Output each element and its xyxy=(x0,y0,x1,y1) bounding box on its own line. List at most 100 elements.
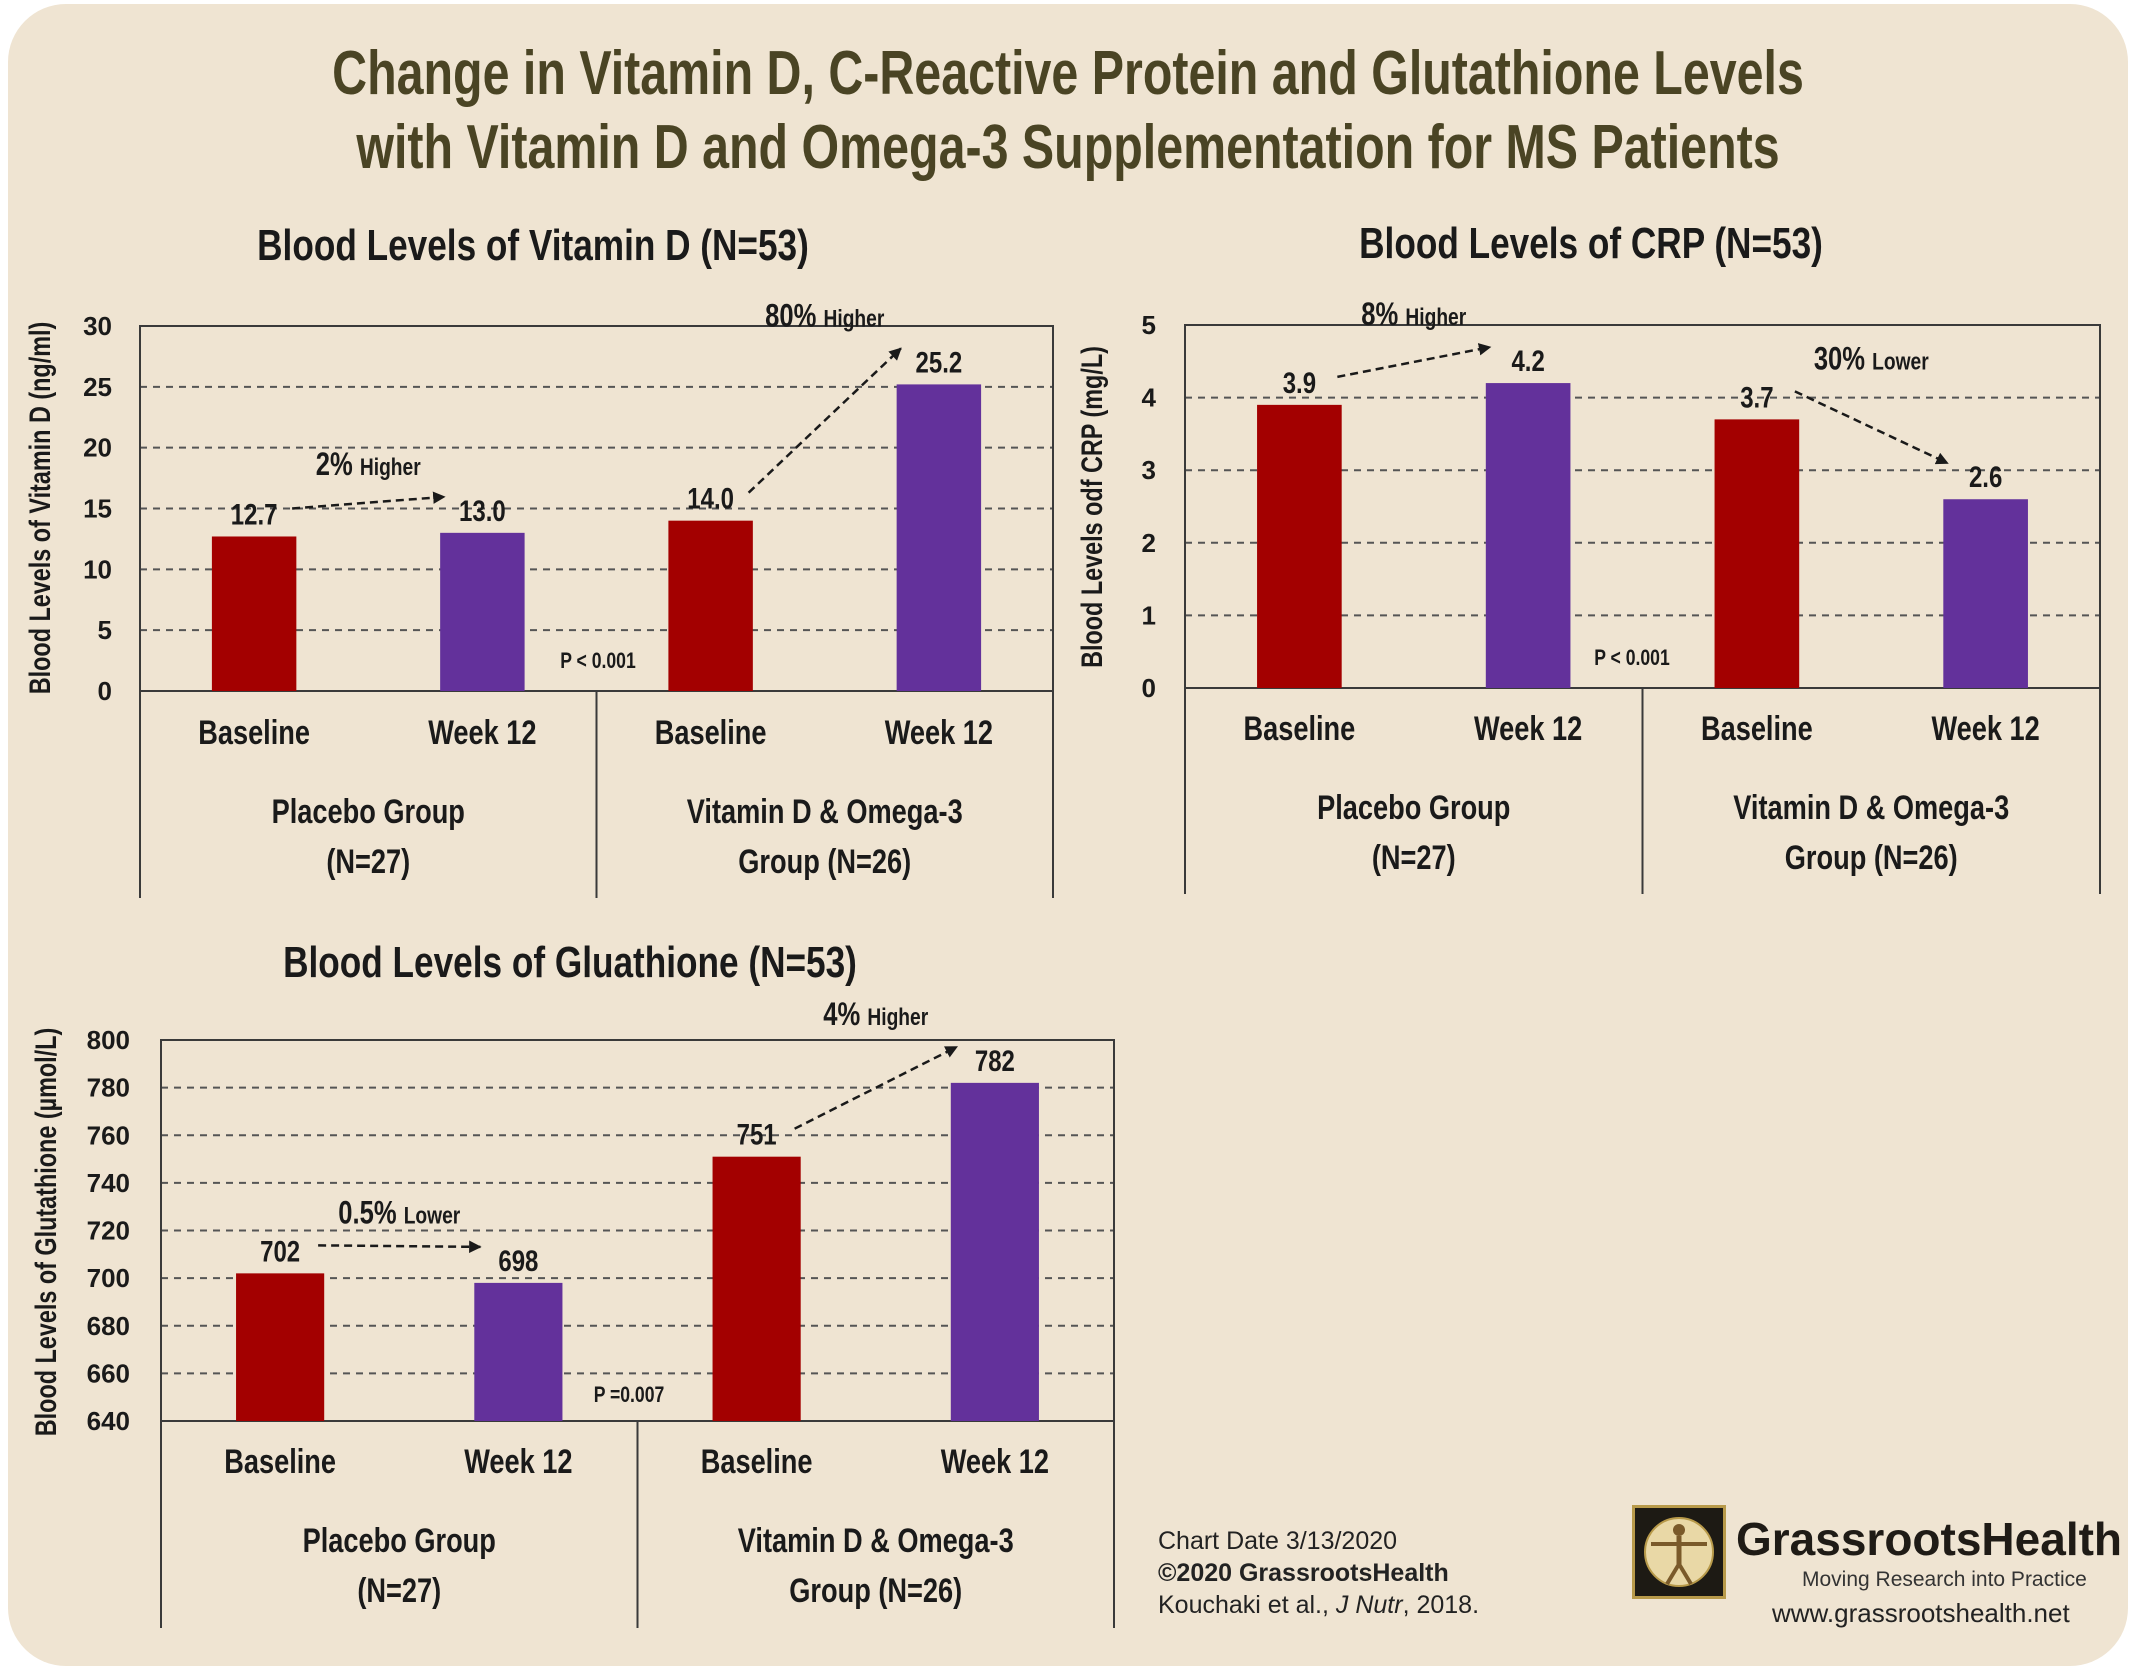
main-title-line-1: Change in Vitamin D, C-Reactive Protein … xyxy=(332,39,1804,108)
bar-week12 xyxy=(950,1082,1039,1421)
y-tick-label: 740 xyxy=(87,1168,130,1198)
group-label: (N=27) xyxy=(1372,838,1456,877)
y-tick-label: 2 xyxy=(1142,528,1156,558)
vitruvian-man-logo-icon xyxy=(1632,1505,1726,1599)
change-annotation: 8% Higher xyxy=(1361,297,1466,332)
change-arrow xyxy=(1337,343,1492,379)
y-tick-label: 5 xyxy=(1142,310,1156,340)
change-annotation: 0.5% Lower xyxy=(338,1196,460,1231)
brand-name: GrassrootsHealth xyxy=(1736,1513,2123,1565)
data-label: 2.6 xyxy=(1969,460,2002,494)
category-label: Baseline xyxy=(198,713,310,752)
p-value-label: P < 0.001 xyxy=(1594,646,1669,670)
bar-baseline xyxy=(211,536,297,691)
data-label: 12.7 xyxy=(231,497,278,531)
group-label: Vitamin D & Omega-3 xyxy=(1733,788,2009,827)
data-label: 3.7 xyxy=(1740,380,1773,414)
y-tick-label: 720 xyxy=(87,1216,130,1246)
bar-baseline xyxy=(1714,419,1800,688)
y-axis-label: Blood Levels odf CRP (mg/L) xyxy=(1075,346,1108,668)
data-label: 3.9 xyxy=(1283,365,1316,399)
citation-year: , 2018. xyxy=(1402,1591,1480,1619)
bar-week12 xyxy=(1943,499,2028,688)
chart-card xyxy=(8,4,2128,1666)
group-label: Group (N=26) xyxy=(738,842,911,881)
category-label: Baseline xyxy=(1243,709,1355,748)
copyright: ©2020 GrassrootsHealth xyxy=(1158,1559,1449,1587)
chart-title: Blood Levels of CRP (N=53) xyxy=(1359,219,1823,268)
y-tick-label: 760 xyxy=(87,1120,130,1150)
glutathione-chart: Blood Levels of Gluathione (N=53) 640 660 6… xyxy=(29,938,1115,1628)
main-title-line-2: with Vitamin D and Omega-3 Supplementati… xyxy=(356,113,1780,182)
y-axis-label: Blood Levels of Vitamin D (ng/ml) xyxy=(23,322,56,695)
y-tick-label: 680 xyxy=(87,1311,130,1341)
change-arrow xyxy=(747,347,902,494)
citation-authors: Kouchaki et al., xyxy=(1158,1591,1336,1619)
group-label: Vitamin D & Omega-3 xyxy=(738,1521,1014,1560)
data-label: 25.2 xyxy=(916,345,963,379)
chart-footer: Chart Date 3/13/2020 ©2020 GrassrootsHea… xyxy=(1158,1525,1479,1621)
y-tick-label: 0 xyxy=(98,676,112,706)
group-label: Placebo Group xyxy=(303,1521,496,1560)
change-arrow xyxy=(292,491,446,510)
data-label: 14.0 xyxy=(687,481,734,515)
y-tick-label: 10 xyxy=(83,554,112,584)
category-label: Week 12 xyxy=(1931,709,2039,748)
y-tick-label: 660 xyxy=(87,1358,130,1388)
bar-week12 xyxy=(1485,383,1571,688)
y-tick-label: 4 xyxy=(1142,383,1157,413)
crp-chart: Blood Levels of CRP (N=53) 0 1 2 3 4 5 Blood Le… xyxy=(1075,219,2101,894)
category-label: Week 12 xyxy=(941,1442,1049,1481)
vitamin-d-chart: Blood Levels of Vitamin D (N=53) 0 5 10 15 20… xyxy=(23,221,1054,898)
change-annotation: 2% Higher xyxy=(316,447,421,482)
y-tick-label: 0 xyxy=(1142,673,1156,703)
change-annotation: 80% Higher xyxy=(765,299,885,334)
y-tick-label: 25 xyxy=(83,372,112,402)
change-annotation: 30% Lower xyxy=(1814,342,1929,377)
bar-baseline xyxy=(712,1156,801,1421)
brand-tagline: Moving Research into Practice xyxy=(1802,1568,2087,1591)
bar-week12 xyxy=(474,1282,563,1421)
group-label: Group (N=26) xyxy=(789,1571,962,1610)
chart-title: Blood Levels of Vitamin D (N=53) xyxy=(257,221,809,270)
p-value-label: P =0.007 xyxy=(594,1383,665,1407)
bar-baseline xyxy=(1257,404,1342,688)
category-label: Baseline xyxy=(1701,709,1813,748)
category-label: Baseline xyxy=(655,713,767,752)
y-tick-label: 700 xyxy=(87,1263,130,1293)
group-label: Group (N=26) xyxy=(1785,838,1958,877)
group-label: Vitamin D & Omega-3 xyxy=(687,792,963,831)
website-link[interactable]: www.grassrootshealth.net xyxy=(1772,1598,2070,1628)
data-label: 4.2 xyxy=(1511,343,1544,377)
data-label: 13.0 xyxy=(459,493,506,527)
y-tick-label: 15 xyxy=(83,494,112,524)
group-label: (N=27) xyxy=(357,1571,441,1610)
y-axis-label: Blood Levels of Glutathione (µmol/L) xyxy=(29,1028,62,1437)
change-arrow xyxy=(1794,390,1949,465)
y-tick-label: 780 xyxy=(87,1073,130,1103)
category-label: Baseline xyxy=(224,1442,336,1481)
change-arrow xyxy=(794,1045,958,1130)
bar-week12 xyxy=(440,532,525,691)
p-value-label: P < 0.001 xyxy=(560,649,635,673)
chart-date: Chart Date 3/13/2020 xyxy=(1158,1527,1398,1555)
y-tick-label: 640 xyxy=(87,1406,130,1436)
category-label: Week 12 xyxy=(428,713,536,752)
y-tick-label: 1 xyxy=(1142,600,1156,630)
data-label: 702 xyxy=(260,1234,300,1268)
change-annotation: 4% Higher xyxy=(823,997,928,1032)
bar-baseline xyxy=(668,520,753,691)
category-label: Week 12 xyxy=(885,713,993,752)
y-tick-label: 30 xyxy=(83,311,112,341)
data-label: 698 xyxy=(498,1243,538,1277)
group-label: Placebo Group xyxy=(272,792,465,831)
y-tick-label: 20 xyxy=(83,433,112,463)
y-tick-label: 800 xyxy=(87,1025,130,1055)
category-label: Week 12 xyxy=(464,1442,572,1481)
group-label: (N=27) xyxy=(326,842,410,881)
category-label: Baseline xyxy=(701,1442,813,1481)
bar-week12 xyxy=(896,384,982,691)
y-tick-label: 3 xyxy=(1142,455,1156,485)
citation-journal: J Nutr xyxy=(1335,1591,1403,1619)
